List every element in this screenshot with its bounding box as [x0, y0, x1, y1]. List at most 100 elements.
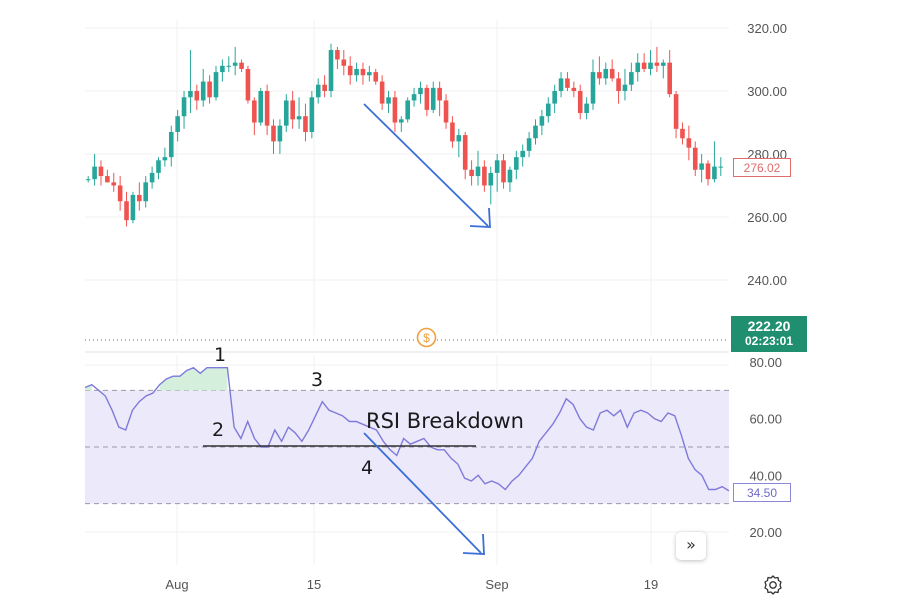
rsi-tick-label: 20.00	[749, 525, 782, 540]
candle-body	[143, 182, 149, 202]
candle-body	[373, 72, 379, 82]
candle-body	[405, 100, 410, 120]
candle-body	[462, 135, 468, 170]
scroll-to-realtime-button[interactable]: »	[676, 532, 706, 560]
annotation-3: 3	[311, 369, 323, 391]
candle-body	[309, 97, 315, 132]
annotation-1: 1	[214, 344, 226, 366]
price-tick-label: 240.00	[747, 273, 787, 288]
candle-body	[226, 65, 232, 67]
price-tick-label: 320.00	[747, 21, 787, 36]
candle-body	[117, 185, 123, 202]
current-price-tag: 276.02	[733, 158, 791, 177]
candle-body	[430, 87, 436, 110]
candle-body	[220, 65, 225, 73]
time-tick-label: Sep	[485, 577, 508, 592]
candle-body	[347, 65, 353, 76]
candle-body	[252, 100, 257, 123]
time-tick-label: 15	[307, 577, 321, 592]
price-arrow	[363, 103, 489, 227]
candle-body	[590, 72, 596, 104]
candle-body	[520, 150, 526, 158]
rsi-arrow-head	[462, 533, 485, 555]
candle-body	[699, 163, 704, 170]
candle-body	[488, 172, 494, 186]
candle-body	[692, 147, 698, 170]
candle-body	[501, 160, 506, 183]
candle-body	[475, 166, 481, 177]
candle-body	[507, 169, 513, 183]
candle-body	[111, 182, 117, 186]
candle-body	[616, 78, 621, 91]
candle-body	[283, 100, 289, 126]
candle-body	[367, 72, 372, 76]
candle-body	[667, 62, 672, 95]
candle-body	[565, 78, 570, 88]
candle-body	[450, 122, 455, 142]
candle-body	[680, 128, 685, 139]
annotation-4: 4	[361, 457, 373, 479]
candle-body	[315, 84, 321, 98]
gear-icon[interactable]	[762, 574, 784, 596]
candle-body	[411, 94, 417, 101]
candle-body	[654, 62, 660, 66]
candle-body	[207, 81, 212, 98]
candle-body	[718, 166, 724, 168]
candle-body	[200, 81, 206, 101]
candle-body	[552, 91, 557, 104]
candlestick-series	[85, 43, 724, 227]
candle-body	[424, 87, 430, 110]
candle-body	[341, 59, 347, 66]
candle-body	[609, 68, 615, 79]
candle-body	[629, 72, 634, 85]
time-tick-label: 19	[644, 577, 658, 592]
candle-body	[322, 84, 327, 91]
candle-body	[437, 87, 442, 101]
candle-body	[686, 138, 692, 148]
price-tick-label: 260.00	[747, 210, 787, 225]
candle-body	[335, 50, 340, 60]
dollar-icon[interactable]: $	[416, 327, 437, 348]
candle-body	[188, 91, 193, 98]
candle-body	[296, 116, 302, 120]
rsi-axis: 80.00 60.00 40.00 20.00	[749, 355, 782, 540]
candle-body	[149, 172, 155, 183]
candle-body	[156, 160, 161, 173]
candle-body	[328, 50, 334, 91]
candle-body	[533, 125, 538, 139]
candle-body	[648, 62, 653, 69]
rsi-band	[85, 390, 729, 504]
candle-body	[271, 125, 276, 142]
candle-body	[494, 160, 500, 173]
candle-body	[85, 179, 91, 181]
last-price-tag: 222.20 02:23:01	[731, 316, 807, 352]
candle-body	[443, 100, 449, 123]
svg-text:$: $	[423, 331, 430, 345]
annotation-2: 2	[212, 419, 224, 441]
rsi-tick-label: 40.00	[749, 468, 782, 483]
candle-body	[571, 87, 577, 91]
candle-body	[469, 169, 474, 177]
candle-body	[386, 97, 391, 104]
last-price-timer: 02:23:01	[744, 334, 794, 348]
rsi-breakdown-label: RSI Breakdown	[366, 409, 524, 433]
candle-body	[181, 97, 187, 117]
candle-body	[526, 138, 532, 151]
candle-body	[264, 91, 270, 126]
candle-body	[290, 100, 295, 120]
candle-body	[603, 68, 609, 79]
candle-body	[303, 116, 308, 132]
candle-body	[577, 91, 583, 114]
time-axis: Aug 15 Sep 19	[165, 577, 658, 592]
candle-body	[622, 84, 628, 91]
candle-body	[660, 62, 666, 66]
candle-body	[558, 78, 564, 91]
candle-body	[239, 62, 244, 69]
candle-body	[245, 68, 251, 101]
candle-body	[137, 194, 142, 202]
price-tick-label: 300.00	[747, 84, 787, 99]
candle-body	[105, 176, 110, 183]
candle-body	[162, 157, 168, 161]
candle-body	[98, 166, 104, 177]
